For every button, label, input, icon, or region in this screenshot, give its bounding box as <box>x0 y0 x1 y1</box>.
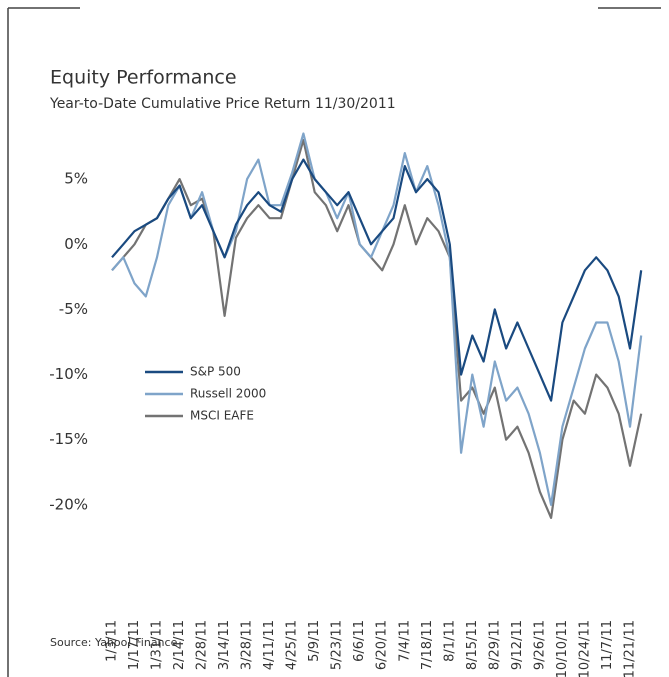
y-tick-label: -20% <box>49 495 88 513</box>
x-tick-label: 11/7/11 <box>600 620 615 670</box>
y-tick-label: 5% <box>64 170 88 188</box>
y-tick-label: -5% <box>59 300 88 318</box>
x-tick-label: 1/3/11 <box>105 620 120 662</box>
chart-subtitle: Year-to-Date Cumulative Price Return 11/… <box>49 96 396 112</box>
x-tick-label: 1/31/11 <box>150 620 165 670</box>
legend-label: Russell 2000 <box>190 387 266 401</box>
x-tick-label: 6/20/11 <box>375 620 390 670</box>
x-tick-label: 2/28/11 <box>195 620 210 670</box>
x-tick-label: 8/15/11 <box>465 620 480 670</box>
x-tick-label: 5/23/11 <box>330 620 345 670</box>
x-tick-label: 8/29/11 <box>487 620 502 670</box>
y-tick-label: -10% <box>49 365 88 383</box>
x-tick-label: 3/28/11 <box>240 620 255 670</box>
x-tick-label: 7/4/11 <box>397 620 412 662</box>
series-line <box>111 132 643 506</box>
legend-label: MSCI EAFE <box>190 409 254 423</box>
x-tick-label: 6/6/11 <box>352 620 367 662</box>
x-tick-label: 2/14/11 <box>172 620 187 670</box>
chart-title: Equity Performance <box>50 67 237 89</box>
source: Source: Yahoo! Finance <box>50 636 178 649</box>
x-tick-label: 7/18/11 <box>420 620 435 670</box>
series-line <box>111 138 643 519</box>
x-tick-label: 1/17/11 <box>127 620 142 670</box>
x-tick-label: 4/11/11 <box>262 620 277 670</box>
y-tick-label: 0% <box>64 235 88 253</box>
x-tick-label: 11/21/11 <box>622 620 637 677</box>
x-tick-label: 8/1/11 <box>442 620 457 662</box>
x-tick-label: 9/26/11 <box>532 620 547 670</box>
legend-label: S&P 500 <box>190 365 241 379</box>
x-tick-label: 10/24/11 <box>577 620 592 677</box>
x-tick-label: 9/12/11 <box>510 620 525 670</box>
x-tick-label: 5/9/11 <box>307 620 322 662</box>
x-tick-label: 4/25/11 <box>285 620 300 670</box>
series-line <box>111 158 643 402</box>
y-tick-label: -15% <box>49 430 88 448</box>
x-tick-label: 3/14/11 <box>217 620 232 670</box>
x-tick-label: 10/10/11 <box>555 620 570 677</box>
